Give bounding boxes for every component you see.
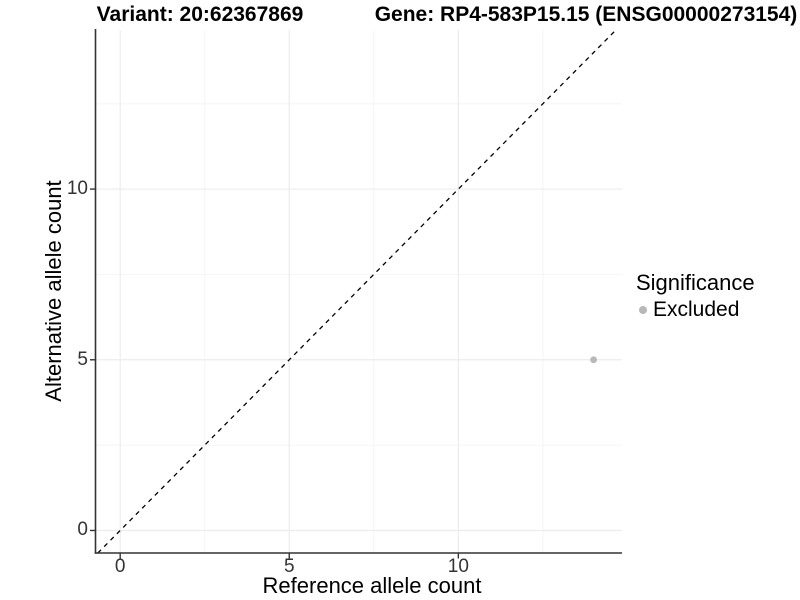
x-tick-label: 10 <box>447 556 469 577</box>
legend-item-excluded: Excluded <box>636 298 755 322</box>
legend-title: Significance <box>636 270 755 295</box>
legend-point-icon <box>639 306 647 314</box>
x-axis-title: Reference allele count <box>262 573 482 598</box>
y-tick-label: 0 <box>77 519 88 541</box>
y-tick-label: 5 <box>77 348 88 370</box>
legend-items: Excluded <box>636 298 755 322</box>
plot-title-gene: Gene: RP4-583P15.15 (ENSG00000273154) <box>374 3 798 26</box>
y-tick-label: 10 <box>66 178 88 200</box>
data-point <box>590 356 597 364</box>
identity-reference-line <box>97 29 617 554</box>
legend-item-label: Excluded <box>653 298 740 321</box>
x-tick-label: 5 <box>283 556 295 577</box>
x-tick-label: 0 <box>114 556 126 577</box>
legend: Significance Excluded <box>636 270 755 322</box>
plot-title-variant: Variant: 20:62367869 <box>96 3 304 26</box>
